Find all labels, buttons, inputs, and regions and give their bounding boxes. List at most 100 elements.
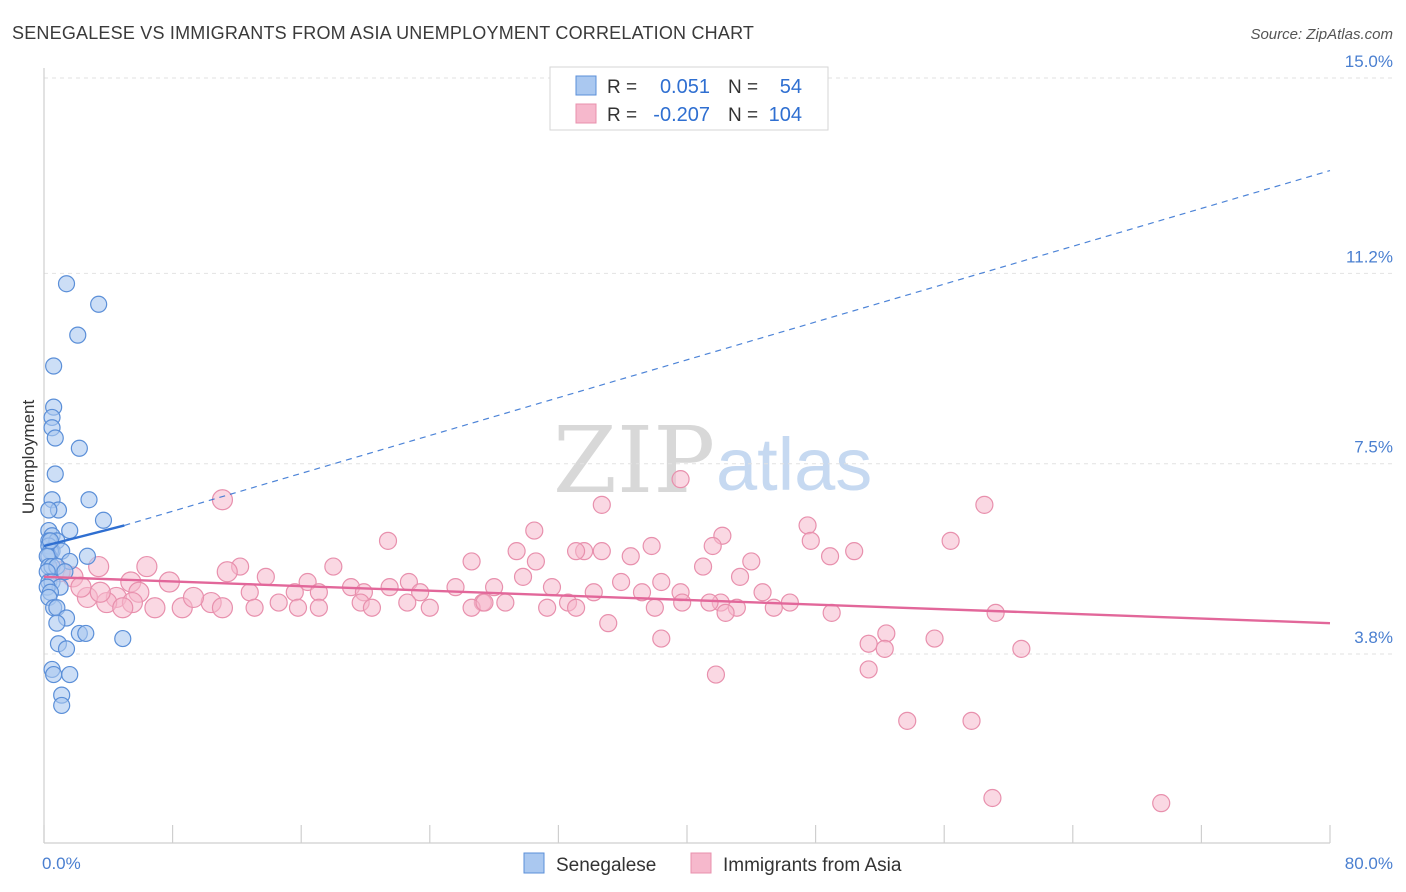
- senegalese-point-16: [61, 521, 79, 540]
- bottom-legend-label-senegalese: Senegalese: [556, 855, 656, 876]
- asia-point-16: [820, 547, 840, 566]
- asia-point-8: [941, 531, 960, 550]
- asia-point-7: [801, 531, 820, 550]
- legend-r-label-asia: R =: [607, 105, 637, 126]
- senegalese-point-32: [56, 563, 74, 581]
- asia-point-28: [256, 567, 275, 586]
- y-tick-labels: 3.8% 7.5% 11.2% 15.0%: [1345, 52, 1393, 647]
- senegalese-point-14: [94, 511, 113, 529]
- asia-point-83: [599, 614, 618, 633]
- asia-point-42: [542, 578, 562, 597]
- senegalese-point-52: [53, 696, 71, 715]
- asia-point-3: [975, 495, 994, 514]
- asia-point-0: [211, 489, 234, 511]
- x-tick-label-0: 0.0%: [42, 854, 81, 873]
- asia-point-20: [462, 552, 481, 571]
- legend-swatch-asia: [575, 103, 597, 124]
- asia-point-31: [652, 572, 671, 592]
- legend-n-label-asia: N =: [728, 105, 758, 126]
- asia-point-57: [269, 593, 288, 612]
- senegalese-point-13: [40, 501, 58, 519]
- asia-point-79: [700, 593, 719, 612]
- asia-point-97: [983, 788, 1002, 808]
- asia-point-1: [671, 470, 690, 489]
- asia-point-76: [538, 598, 557, 617]
- asia-point-48: [240, 583, 259, 602]
- asia-point-13: [566, 542, 586, 561]
- asia-point-87: [652, 629, 671, 648]
- asia-point-94: [898, 711, 917, 730]
- senegalese-points: [38, 275, 132, 715]
- senegalese-point-8: [70, 439, 88, 457]
- legend-swatch-senegalese: [575, 75, 597, 96]
- bottom-legend-swatch-senegalese: [523, 852, 545, 874]
- asia-point-15: [845, 542, 864, 561]
- asia-point-44: [632, 583, 652, 602]
- asia-point-5: [525, 521, 544, 540]
- asia-point-92: [859, 660, 878, 679]
- senegalese-point-47: [57, 640, 76, 658]
- y-tick-label-0: 3.8%: [1354, 628, 1393, 647]
- asia-point-59: [398, 593, 417, 612]
- asia-point-101: [89, 581, 111, 603]
- watermark: ZIP atlas: [553, 407, 872, 514]
- asia-point-103: [182, 586, 205, 609]
- senegalese-point-1: [90, 295, 108, 313]
- asia-point-41: [485, 578, 504, 597]
- asia-point-77: [566, 598, 586, 617]
- asia-point-46: [753, 583, 772, 602]
- legend-r-value-asia: -0.207: [653, 104, 710, 126]
- asia-point-19: [526, 552, 545, 571]
- y-tick-label-1: 7.5%: [1354, 438, 1393, 457]
- asia-point-90: [1012, 639, 1031, 658]
- legend-r-label-senegalese: R =: [607, 77, 637, 98]
- chart-source: Source: ZipAtlas.com: [1250, 26, 1393, 43]
- asia-point-66: [144, 597, 166, 619]
- legend-n-value-senegalese: 54: [780, 76, 802, 98]
- asia-point-43: [584, 583, 603, 602]
- asia-point-88: [859, 634, 878, 653]
- asia-point-63: [673, 593, 692, 612]
- asia-trend-line: [43, 575, 1331, 625]
- asia-point-65: [112, 597, 134, 619]
- asia-point-2: [592, 495, 611, 514]
- asia-point-85: [822, 603, 841, 622]
- legend-r-value-senegalese: 0.051: [660, 76, 710, 98]
- asia-point-9: [378, 531, 398, 550]
- asia-point-71: [309, 598, 328, 617]
- asia-point-14: [592, 542, 611, 561]
- asia-point-68: [211, 597, 234, 619]
- asia-point-10: [642, 536, 661, 556]
- senegalese-point-7: [46, 429, 64, 447]
- asia-point-26: [730, 567, 750, 586]
- asia-point-27: [216, 561, 238, 583]
- x-tick-labels: 0.0% 80.0%: [42, 854, 1393, 873]
- senegalese-point-49: [45, 665, 63, 684]
- asia-points: [49, 470, 1171, 813]
- senegalese-point-26: [78, 547, 97, 565]
- senegalese-point-50: [61, 665, 79, 684]
- x-tick-label-1: 80.0%: [1345, 854, 1393, 873]
- asia-point-21: [742, 552, 761, 571]
- y-axis-label: Unemployment: [19, 400, 38, 515]
- asia-point-86: [986, 603, 1005, 622]
- asia-point-99: [136, 555, 158, 578]
- asia-point-75: [475, 593, 494, 612]
- asia-point-84: [716, 603, 735, 622]
- legend-n-value-asia: 104: [769, 104, 802, 126]
- senegalese-point-11: [80, 491, 98, 509]
- asia-point-93: [706, 665, 726, 684]
- legend-n-label-senegalese: N =: [728, 77, 758, 98]
- asia-point-96: [875, 639, 894, 658]
- senegalese-trend-line: [43, 524, 125, 548]
- asia-point-17: [621, 547, 640, 566]
- trend-lines: [43, 169, 1331, 625]
- y-tick-label-3: 15.0%: [1345, 52, 1393, 71]
- bottom-legend-swatch-asia: [690, 852, 712, 874]
- asia-point-30: [611, 572, 631, 592]
- asia-point-95: [962, 711, 981, 730]
- asia-point-91: [925, 629, 944, 648]
- asia-point-78: [645, 598, 664, 617]
- asia-point-29: [513, 567, 533, 586]
